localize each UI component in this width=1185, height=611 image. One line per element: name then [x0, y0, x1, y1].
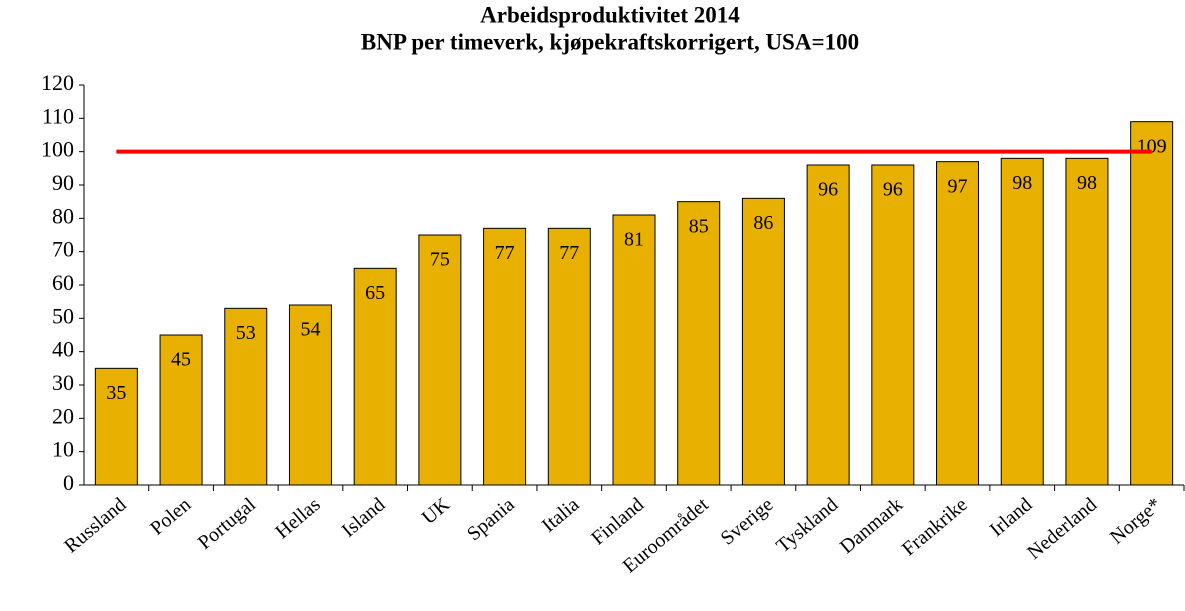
- bar: [94, 367, 138, 486]
- value-label: 54: [300, 319, 320, 341]
- y-tick-label: 30: [52, 370, 74, 395]
- bar: [483, 227, 527, 486]
- y-tick-label: 120: [41, 70, 74, 95]
- x-tick-label: Finland: [587, 493, 648, 549]
- y-tick-label: 100: [41, 137, 74, 162]
- value-label: 98: [1077, 172, 1097, 194]
- value-label: 75: [430, 249, 450, 271]
- value-label: 53: [236, 322, 256, 344]
- x-tick-label: Danmark: [836, 493, 907, 558]
- bar: [159, 334, 203, 486]
- bar: [1065, 157, 1109, 486]
- x-tick-label: Russland: [60, 493, 130, 557]
- y-tick-label: 20: [52, 403, 74, 428]
- y-tick-label: 80: [52, 203, 74, 228]
- y-tick-label: 60: [52, 270, 74, 295]
- value-label: 81: [624, 229, 644, 251]
- value-label: 77: [559, 242, 579, 264]
- value-label: 77: [495, 242, 515, 264]
- y-tick-label: 0: [63, 470, 74, 495]
- x-tick-label: Island: [338, 493, 390, 541]
- x-tick-label: Spania: [463, 493, 519, 545]
- y-tick-label: 90: [52, 170, 74, 195]
- value-label: 85: [689, 215, 709, 237]
- x-tick-label: Frankrike: [898, 493, 972, 560]
- x-tick-label: Irland: [986, 493, 1037, 541]
- bar: [353, 267, 397, 486]
- value-label: 65: [365, 282, 385, 304]
- y-tick-label: 70: [52, 237, 74, 262]
- bar: [741, 197, 785, 486]
- x-tick-label: Hellas: [271, 493, 324, 543]
- value-label: 86: [753, 212, 773, 234]
- bar: [1130, 121, 1174, 486]
- bar: [612, 214, 656, 486]
- bar: [1000, 157, 1044, 486]
- bar: [418, 234, 462, 486]
- value-label: 96: [818, 179, 838, 201]
- value-label: 45: [171, 349, 191, 371]
- x-tick-label: Norge*: [1106, 493, 1166, 548]
- y-tick-label: 40: [52, 337, 74, 362]
- x-tick-label: Portugal: [194, 493, 260, 554]
- x-tick-label: Nederland: [1023, 493, 1101, 563]
- x-tick-label: Polen: [146, 493, 195, 539]
- bar: [871, 164, 915, 486]
- y-tick-label: 50: [52, 303, 74, 328]
- value-label: 96: [883, 179, 903, 201]
- chart-subtitle: BNP per timeverk, kjøpekraftskorrigert, …: [361, 29, 859, 54]
- bar: [547, 227, 591, 486]
- value-label: 97: [948, 175, 968, 197]
- x-tick-label: Italia: [538, 493, 584, 536]
- y-tick-label: 10: [52, 437, 74, 462]
- x-tick-label: Sverige: [717, 493, 778, 549]
- y-tick-label: 110: [42, 103, 74, 128]
- x-tick-label: UK: [418, 493, 455, 529]
- bar: [677, 201, 721, 486]
- value-label: 98: [1012, 172, 1032, 194]
- bar: [936, 161, 980, 486]
- value-label: 109: [1137, 135, 1167, 157]
- x-tick-label: Tyskland: [772, 493, 842, 557]
- bar: [806, 164, 850, 486]
- bar: [288, 304, 332, 486]
- value-label: 35: [106, 382, 126, 404]
- chart-title: Arbeidsproduktivitet 2014: [480, 2, 740, 27]
